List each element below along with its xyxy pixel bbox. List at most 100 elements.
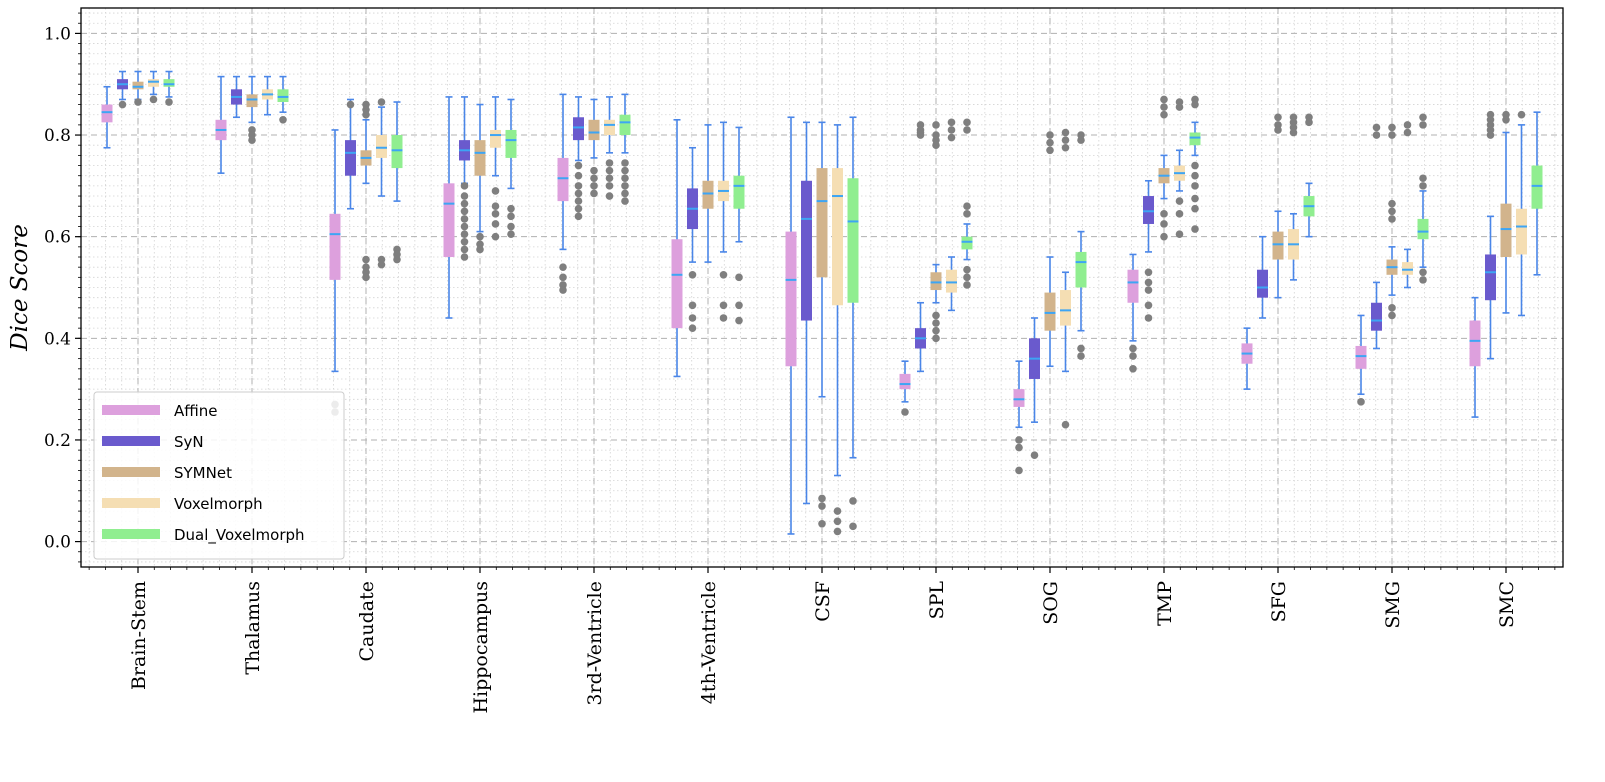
x-tick-label: SFG [1268,581,1290,622]
outlier-point [1419,174,1427,183]
outlier-point [559,286,567,294]
box-body [345,140,356,176]
box-body [1189,132,1201,146]
box-symnet [1158,95,1170,241]
legend-label: SYMNet [174,464,232,482]
outlier-point [621,189,629,198]
box-body [961,236,973,250]
box-body [490,129,501,148]
y-tick-label: 0.2 [44,431,71,451]
box-body [816,168,828,278]
y-tick-label: 0.0 [44,533,71,553]
outlier-point [1175,210,1184,218]
outlier-point [1419,268,1427,277]
outlier-point [1129,344,1137,353]
box-affine [215,75,227,174]
outlier-point [574,204,583,213]
outlier-point [1160,220,1168,228]
box-body [376,135,387,158]
outlier-point [460,199,469,208]
outlier-point [947,126,956,134]
x-tick-label: SPL [926,581,948,620]
box-affine [1241,327,1253,390]
outlier-point [460,215,469,223]
legend-label: Affine [174,402,218,420]
outlier-point [1046,146,1054,155]
outlier-point [963,265,971,274]
outlier-point [1388,304,1396,312]
outlier-point [963,273,971,282]
box-voxelmorph [148,70,159,104]
outlier-point [621,182,629,190]
outlier-point [947,118,956,127]
outlier-point [932,334,940,343]
outlier-point [574,171,583,180]
box-body [832,168,843,306]
box-body [1355,345,1367,369]
box-body [1257,269,1268,298]
outlier-point [688,324,697,332]
box-symnet [132,70,144,106]
y-tick-label: 0.6 [44,228,71,248]
box-body [1417,218,1429,240]
outlier-point [963,202,971,210]
outlier-point [1046,138,1054,147]
legend-swatch [102,405,160,415]
box-voxelmorph [1288,113,1299,281]
legend-label: SyN [174,433,204,451]
outlier-point [1502,116,1510,124]
outlier-point [1175,230,1184,238]
outlier-point [605,174,614,183]
outlier-point [688,270,697,279]
x-tick-label: TMP [1154,581,1176,626]
box-syn [345,98,356,210]
box-body [329,213,341,280]
box-syn [1257,235,1268,319]
box-body [604,119,615,136]
box-body [1469,320,1481,367]
outlier-point [574,161,583,170]
outlier-point [1077,344,1085,353]
outlier-point [507,230,515,238]
outlier-point [1289,128,1298,137]
y-tick-label: 0.8 [44,126,71,146]
box-body [505,129,517,158]
outlier-point [149,95,158,104]
outlier-point [1486,131,1495,139]
outlier-point [1160,95,1168,104]
box-symnet [702,124,714,263]
box-syn [1029,317,1040,460]
box-body [474,140,486,176]
outlier-point [1160,110,1168,119]
box-dual-voxelmorph [1075,131,1087,360]
box-body [1272,231,1284,260]
outlier-point [849,522,857,531]
legend: Affine SyN SYMNet Voxelmorph Dual_Voxelmorph [93,391,345,560]
box-dual-voxelmorph [505,98,517,238]
box-affine [1469,296,1481,418]
box-voxelmorph [1516,110,1527,317]
box-body [801,180,812,321]
box-dual-voxelmorph [1303,113,1315,238]
box-symnet [246,75,258,144]
legend-swatch [102,529,160,539]
box-voxelmorph [490,96,501,241]
box-voxelmorph [376,98,387,269]
outlier-point [134,98,142,106]
outlier-point [605,159,614,167]
outlier-point [362,273,370,282]
outlier-point [1144,278,1153,287]
outlier-point [460,192,469,200]
box-voxelmorph [1060,128,1071,429]
outlier-point [362,255,370,264]
x-tick-label: 4th-Ventricle [698,581,720,704]
outlier-point [1191,161,1199,170]
outlier-point [947,133,956,142]
outlier-point [460,253,469,261]
outlier-point [818,494,826,503]
outlier-point [1419,182,1427,190]
outlier-point [1191,171,1199,180]
box-symnet [930,121,942,343]
box-symnet [1044,131,1056,368]
